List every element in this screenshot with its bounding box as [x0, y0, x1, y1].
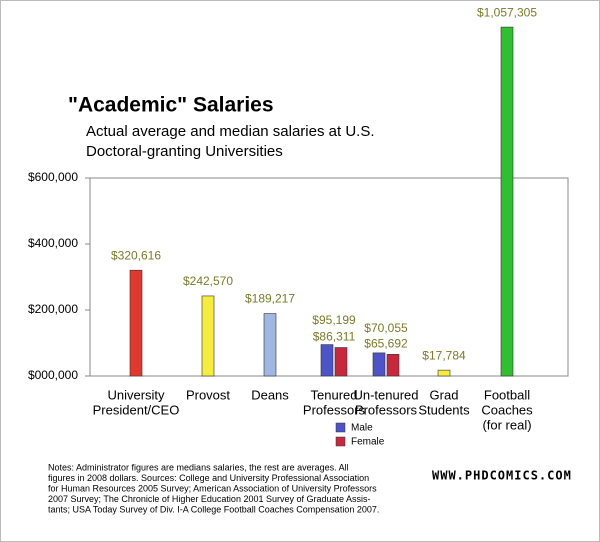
note: figures in 2008 dollars. Sources: Colleg… [48, 473, 369, 483]
bar [320, 344, 334, 377]
source-url: WWW.PHDCOMICS.COM [432, 469, 572, 483]
x-tick-label: University [107, 387, 165, 402]
data-label: $95,199 [312, 313, 356, 327]
x-tick-label: Professors [355, 402, 418, 417]
data-label: $86,311 [313, 330, 356, 344]
chart-title: "Academic" Salaries [68, 94, 274, 117]
y-tick-label: $600,000 [28, 170, 78, 184]
x-tick-label: Provost [186, 387, 230, 402]
data-label: $17,784 [422, 348, 466, 362]
y-tick-label: $000,000 [28, 368, 78, 382]
note: 2007 Survey; The Chronicle of Higher Edu… [48, 494, 371, 504]
x-tick-label: (for real) [482, 417, 531, 432]
bar [437, 369, 451, 377]
bar [500, 26, 514, 377]
legend-label: Female [351, 437, 385, 448]
data-label: $65,692 [364, 336, 408, 350]
bar [129, 269, 143, 377]
bar [372, 352, 386, 377]
data-label: $320,616 [111, 248, 161, 262]
x-tick-label: Coaches [481, 402, 533, 417]
legend-swatch [335, 436, 346, 447]
chart-subtitle: Actual average and median salaries at U.… [86, 123, 375, 140]
note: tants; USA Today Survey of Div. I-A Coll… [48, 504, 379, 514]
x-tick-label: Tenured [311, 387, 358, 402]
data-label: $1,057,305 [477, 5, 537, 19]
data-label: $70,055 [364, 321, 408, 335]
data-label: $242,570 [183, 274, 233, 288]
chart-subtitle: Doctoral-granting Universities [86, 143, 283, 160]
bar [334, 347, 348, 377]
data-label: $189,217 [245, 292, 295, 306]
x-tick-label: Football [484, 387, 530, 402]
x-tick-label: Grad [430, 387, 459, 402]
y-tick-label: $200,000 [28, 302, 78, 316]
bar [386, 354, 400, 377]
x-tick-label: President/CEO [93, 402, 180, 417]
note: Notes: Administrator figures are medians… [48, 462, 349, 472]
y-tick-label: $400,000 [28, 236, 78, 250]
bar [201, 295, 215, 377]
x-tick-label: Un-tenured [353, 387, 418, 402]
note: for Human Resources 2005 Survey; America… [48, 483, 377, 493]
x-tick-label: Professors [303, 402, 366, 417]
x-tick-label: Students [418, 402, 470, 417]
x-tick-label: Deans [251, 387, 289, 402]
legend-swatch [335, 422, 346, 433]
legend-label: Male [351, 423, 373, 434]
bar [263, 313, 277, 377]
